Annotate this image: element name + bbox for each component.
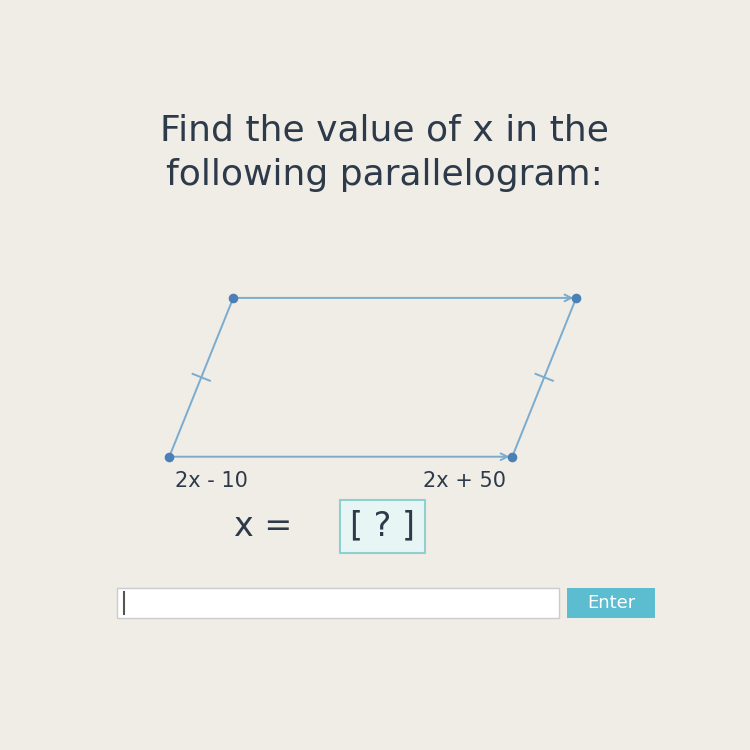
Text: 2x - 10: 2x - 10 — [175, 471, 248, 491]
Text: [ ? ]: [ ? ] — [350, 509, 415, 542]
Text: Enter: Enter — [587, 595, 635, 613]
Text: 2x + 50: 2x + 50 — [424, 471, 506, 491]
FancyBboxPatch shape — [568, 589, 655, 619]
FancyBboxPatch shape — [117, 589, 559, 619]
Point — [570, 292, 582, 304]
Text: x =: x = — [234, 509, 303, 542]
Text: Find the value of x in the
following parallelogram:: Find the value of x in the following par… — [160, 113, 609, 192]
Point — [227, 292, 239, 304]
Point — [506, 451, 518, 463]
Point — [164, 451, 176, 463]
